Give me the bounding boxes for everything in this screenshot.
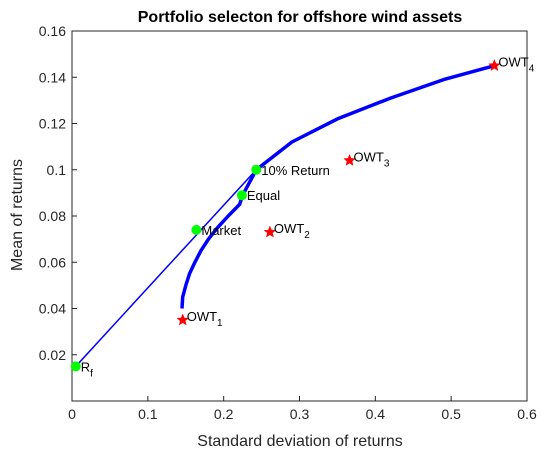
point-label: OWT2 — [274, 221, 310, 241]
asset-star-marker — [176, 313, 190, 326]
capital-market-line — [75, 169, 257, 367]
point-label: Market — [201, 223, 241, 238]
portfolio-point-marker — [236, 190, 247, 201]
asset-star-marker — [488, 59, 501, 72]
y-tick-label: 0.1 — [47, 162, 67, 178]
point-label-subscript: f — [90, 368, 93, 379]
point-label: OWT3 — [354, 150, 390, 170]
plot-area-frame — [71, 30, 528, 402]
point-label: Rf — [81, 359, 93, 379]
point-label: Equal — [247, 188, 280, 203]
x-tick-label: 0.4 — [366, 406, 386, 422]
portfolio-point-marker — [251, 164, 262, 175]
y-axis-label: Mean of returns — [9, 159, 26, 271]
x-tick-label: 0.5 — [441, 406, 461, 422]
point-label-main: 10% Return — [261, 163, 330, 178]
asset-star-marker — [343, 153, 356, 166]
portfolio-point-marker — [191, 224, 202, 235]
y-tick-label: 0.14 — [39, 69, 66, 85]
point-label-main: OWT — [354, 150, 384, 165]
y-tick-label: 0.16 — [39, 23, 66, 39]
point-label: OWT1 — [187, 309, 223, 329]
point-label-subscript: 1 — [217, 318, 223, 329]
point-label-main: OWT — [498, 55, 528, 70]
point-label-main: R — [81, 359, 90, 374]
chart-title: Portfolio selecton for offshore wind ass… — [138, 9, 463, 26]
asset-star-marker — [263, 225, 277, 238]
y-tick-label: 0.12 — [39, 116, 66, 132]
efficient-frontier-line — [180, 64, 495, 309]
point-label-main: OWT — [274, 221, 304, 236]
point-label-subscript: 4 — [529, 64, 535, 75]
x-tick-label: 0 — [68, 406, 76, 422]
y-tick-label: 0.08 — [39, 208, 66, 224]
y-tick-label: 0.02 — [39, 347, 66, 363]
x-tick-label: 0.6 — [517, 406, 537, 422]
point-label: OWT4 — [498, 55, 534, 75]
x-tick-label: 0.2 — [214, 406, 234, 422]
x-tick-label: 0.1 — [138, 406, 158, 422]
x-axis-ticks: 0 0.1 0.2 0.3 0.4 0.5 0.6 — [68, 396, 537, 422]
y-tick-label: 0.06 — [39, 254, 66, 270]
point-label-main: Market — [201, 223, 241, 238]
point-label-subscript: 2 — [304, 230, 310, 241]
x-tick-label: 0.3 — [290, 406, 310, 422]
y-tick-label: 0.04 — [39, 301, 66, 317]
x-axis-label: Standard deviation of returns — [197, 433, 402, 450]
point-label: 10% Return — [261, 163, 330, 178]
portfolio-point-marker — [70, 361, 81, 372]
point-label-main: OWT — [187, 309, 217, 324]
point-label-main: Equal — [247, 188, 280, 203]
point-label-subscript: 3 — [384, 159, 390, 170]
y-axis-ticks: 0.02 0.04 0.06 0.08 0.1 0.12 0.14 0.16 — [39, 23, 77, 363]
